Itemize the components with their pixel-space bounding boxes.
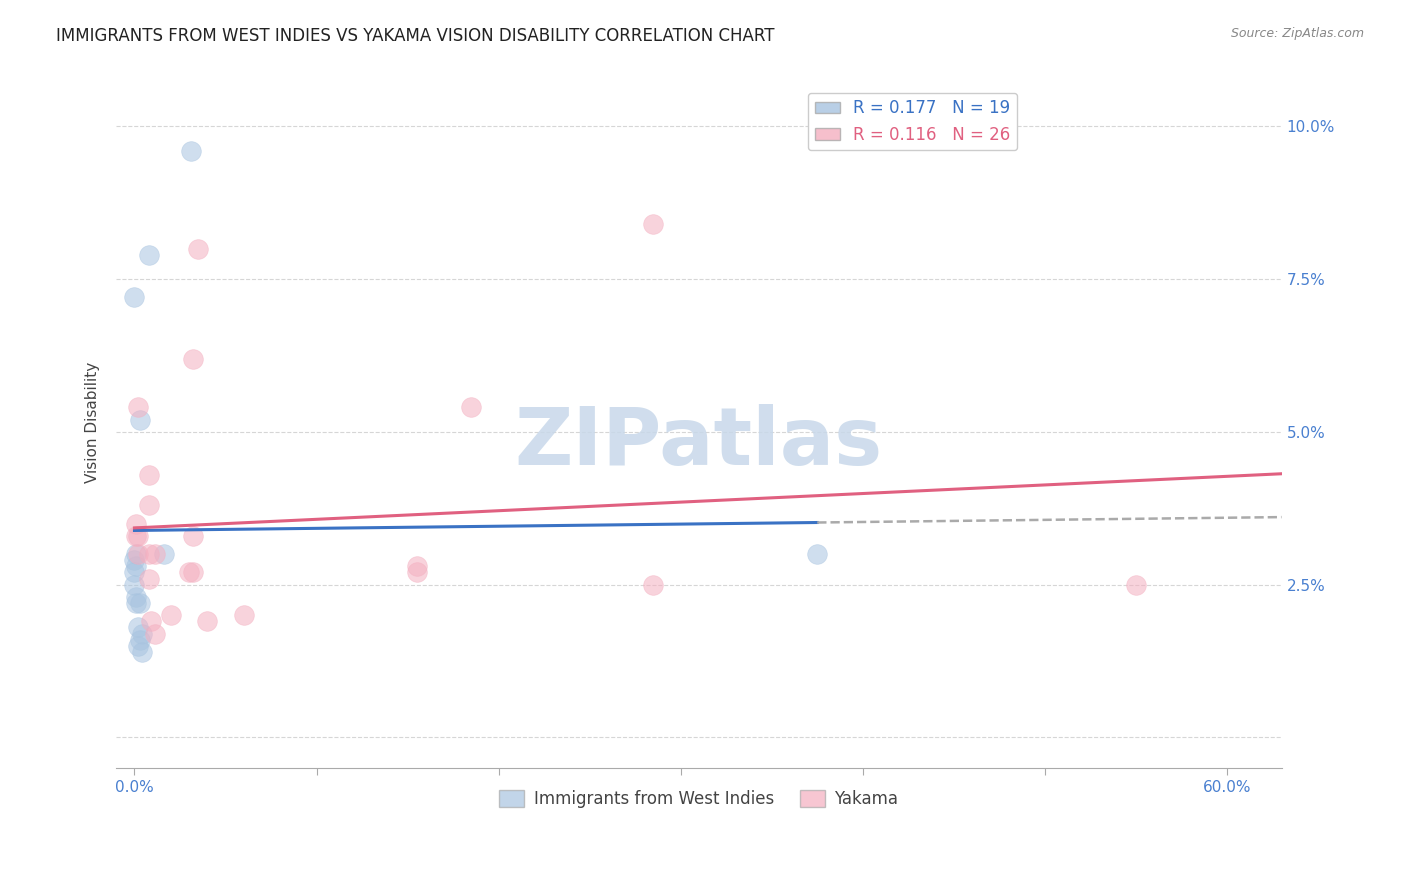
Point xyxy=(460,401,482,415)
Point xyxy=(232,608,254,623)
Point xyxy=(138,547,160,561)
Point xyxy=(124,577,146,591)
Point xyxy=(131,645,153,659)
Point xyxy=(138,247,160,261)
Y-axis label: Vision Disability: Vision Disability xyxy=(86,362,100,483)
Text: IMMIGRANTS FROM WEST INDIES VS YAKAMA VISION DISABILITY CORRELATION CHART: IMMIGRANTS FROM WEST INDIES VS YAKAMA VI… xyxy=(56,27,775,45)
Point xyxy=(180,144,202,158)
Point xyxy=(138,467,160,482)
Point xyxy=(187,242,209,256)
Point xyxy=(127,547,149,561)
Point xyxy=(181,529,204,543)
Text: Source: ZipAtlas.com: Source: ZipAtlas.com xyxy=(1230,27,1364,40)
Point xyxy=(405,559,427,574)
Point xyxy=(127,639,149,653)
Point xyxy=(124,553,146,567)
Point xyxy=(125,516,148,531)
Point xyxy=(124,566,146,580)
Point xyxy=(643,577,665,591)
Point xyxy=(125,547,148,561)
Point xyxy=(129,632,152,647)
Point xyxy=(181,351,204,366)
Point xyxy=(177,566,200,580)
Point xyxy=(138,572,160,586)
Point xyxy=(125,596,148,610)
Point xyxy=(139,615,162,629)
Point xyxy=(643,217,665,231)
Point xyxy=(125,559,148,574)
Point xyxy=(129,412,152,426)
Point xyxy=(127,529,149,543)
Point xyxy=(125,590,148,604)
Point xyxy=(143,547,166,561)
Point xyxy=(125,529,148,543)
Point xyxy=(195,615,218,629)
Point xyxy=(127,620,149,634)
Point xyxy=(405,566,427,580)
Point xyxy=(131,626,153,640)
Legend: Immigrants from West Indies, Yakama: Immigrants from West Indies, Yakama xyxy=(492,783,905,815)
Text: ZIPatlas: ZIPatlas xyxy=(515,404,883,483)
Point xyxy=(138,498,160,512)
Point xyxy=(129,596,152,610)
Point xyxy=(1125,577,1147,591)
Point xyxy=(181,566,204,580)
Point xyxy=(124,290,146,304)
Point xyxy=(160,608,183,623)
Point xyxy=(152,547,174,561)
Point xyxy=(127,401,149,415)
Point xyxy=(143,626,166,640)
Point xyxy=(806,547,828,561)
